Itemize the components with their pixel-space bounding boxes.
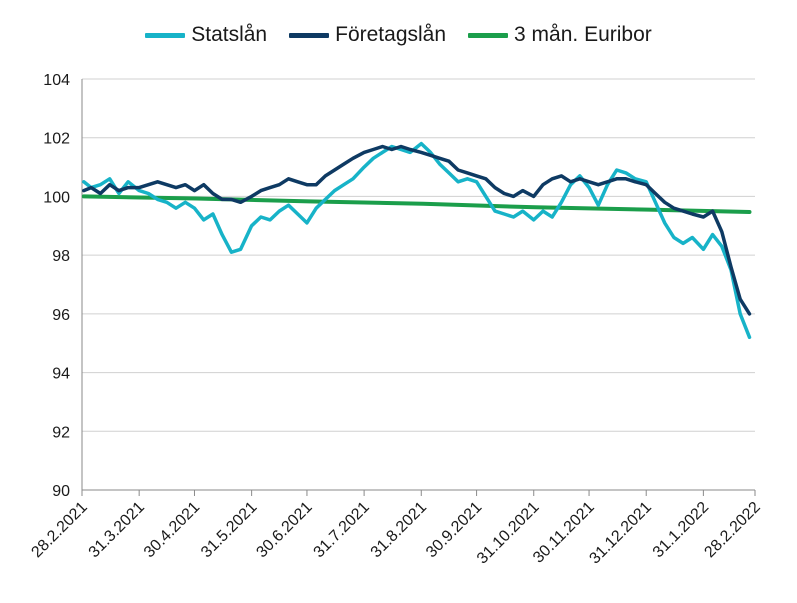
x-tick-label: 31.3.2021 — [86, 499, 148, 561]
x-tick-label: 30.9.2021 — [423, 499, 485, 561]
x-tick-labels: 28.2.202131.3.202130.4.202131.5.202130.6… — [28, 499, 763, 568]
x-tick-label: 31.8.2021 — [368, 499, 430, 561]
x-tick-label: 28.2.2022 — [701, 499, 763, 561]
y-tick-label: 100 — [43, 189, 70, 206]
legend: Statslån Företagslån 3 mån. Euribor — [0, 22, 797, 48]
series-line-foretagslan — [82, 144, 752, 316]
x-tick-label: 31.12.2021 — [586, 499, 655, 568]
y-tick-label: 102 — [43, 131, 70, 148]
legend-swatch-statslan — [145, 32, 186, 38]
y-tick-label: 94 — [52, 366, 70, 383]
x-tick-label: 30.6.2021 — [253, 499, 315, 561]
legend-item-statslan: Statslån — [145, 23, 267, 47]
legend-item-foretagslan: Företagslån — [289, 23, 446, 47]
x-tick-label: 30.4.2021 — [141, 499, 203, 561]
x-tick-label: 31.7.2021 — [311, 499, 373, 561]
legend-swatch-foretagslan — [289, 32, 330, 38]
legend-item-euribor: 3 mån. Euribor — [468, 23, 652, 47]
y-tick-labels: 90 92 94 96 98 100 102 104 — [43, 72, 70, 500]
y-tick-label: 96 — [52, 307, 70, 324]
y-tick-label: 90 — [52, 483, 70, 500]
series-line-statslan — [82, 141, 752, 340]
legend-label-statslan: Statslån — [191, 23, 268, 46]
x-tick-label: 28.2.2021 — [28, 499, 90, 561]
series-line-euribor — [81, 194, 752, 214]
y-tick-label: 104 — [43, 72, 70, 89]
legend-label-foretagslan: Företagslån — [335, 23, 447, 46]
series-lines — [81, 141, 752, 340]
x-tick-label: 31.5.2021 — [198, 499, 260, 561]
y-tick-label: 92 — [52, 424, 70, 441]
axes — [81, 79, 756, 496]
gridlines — [82, 78, 755, 432]
y-tick-label: 98 — [52, 248, 70, 265]
legend-swatch-euribor — [468, 32, 509, 38]
legend-label-euribor: 3 mån. Euribor — [514, 23, 652, 46]
